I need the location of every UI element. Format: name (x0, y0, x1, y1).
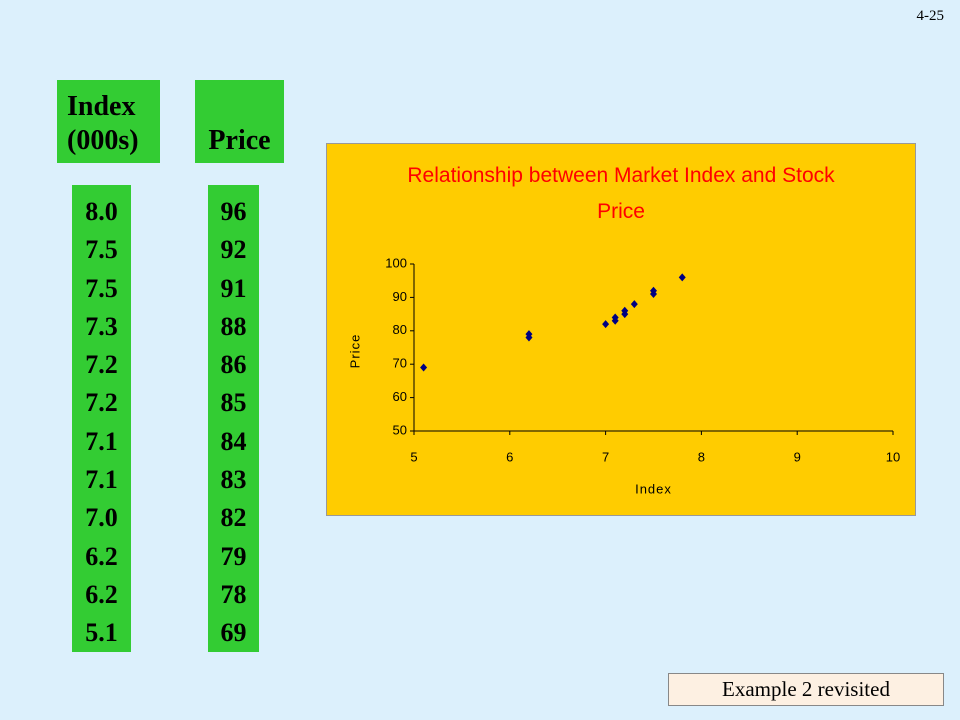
data-point (420, 363, 428, 372)
table-cell: 78 (220, 579, 247, 609)
table-cell: 83 (220, 465, 247, 495)
y-tick-label: 60 (393, 389, 407, 404)
y-tick-label: 50 (393, 422, 407, 437)
data-point (611, 316, 619, 325)
table-cell: 7.1 (85, 426, 118, 456)
table-cell: 86 (220, 350, 247, 380)
table-cell: 96 (220, 197, 247, 226)
column-header: Index (000s) (57, 80, 160, 163)
data-point (621, 310, 629, 319)
table-cell: 7.5 (85, 273, 118, 303)
data-point (602, 320, 610, 329)
table-cell: 91 (220, 273, 247, 303)
table-cell: 6.2 (85, 541, 118, 571)
x-axis-label: Index (635, 481, 672, 496)
column-cells: 96 92 91 88 86 85 84 83 82 79 78 69 (208, 185, 259, 652)
slide-number: 4-25 (916, 8, 945, 24)
table-cell: 7.0 (85, 503, 118, 533)
footer-label: Example 2 revisited (668, 673, 944, 706)
table-cell: 7.2 (85, 350, 118, 380)
table-cell: 85 (220, 388, 247, 418)
x-tick-label: 8 (698, 449, 705, 464)
x-tick-label: 9 (794, 449, 801, 464)
y-tick-label: 80 (393, 322, 407, 337)
table-cell: 8.0 (85, 197, 118, 226)
table-cell: 7.2 (85, 388, 118, 418)
table-cell: 79 (220, 541, 247, 571)
data-point (650, 290, 657, 299)
table-cell: 88 (220, 311, 247, 341)
chart-title: Relationship between Market Index and St… (407, 164, 835, 223)
data-point (678, 273, 686, 282)
data-point (525, 333, 533, 342)
y-tick-label: 90 (393, 289, 407, 304)
x-tick-label: 5 (410, 449, 417, 464)
x-tick-label: 7 (602, 449, 609, 464)
y-tick-label: 100 (385, 255, 407, 270)
x-tick-label: 10 (886, 449, 900, 464)
table-cell: 5.1 (85, 618, 118, 648)
chart: 50 60 70 80 90 100 5 6 7 8 9 10 Index Price Relations… (326, 143, 916, 516)
table-cell: 6.2 (85, 579, 118, 609)
table-cell: 92 (220, 235, 247, 265)
table-cell: 84 (220, 426, 247, 456)
table-cell: 7.5 (85, 235, 118, 265)
x-tick-label: 6 (506, 449, 513, 464)
plot: 50 60 70 80 90 100 5 6 7 8 9 10 Index Price (347, 255, 900, 496)
y-axis-label: Price (347, 334, 362, 369)
column-header: Price (195, 80, 284, 163)
table-cell: 69 (220, 618, 247, 648)
column-cells: 8.0 7.5 7.5 7.3 7.2 7.2 7.1 7.1 7.0 6.2 6.2 5.1 (72, 185, 131, 652)
y-tick-label: 70 (393, 356, 407, 371)
table-cell: 7.1 (85, 465, 118, 495)
table-cell: 7.3 (85, 311, 118, 341)
table-cell: 82 (220, 503, 247, 533)
data-point (630, 300, 638, 309)
